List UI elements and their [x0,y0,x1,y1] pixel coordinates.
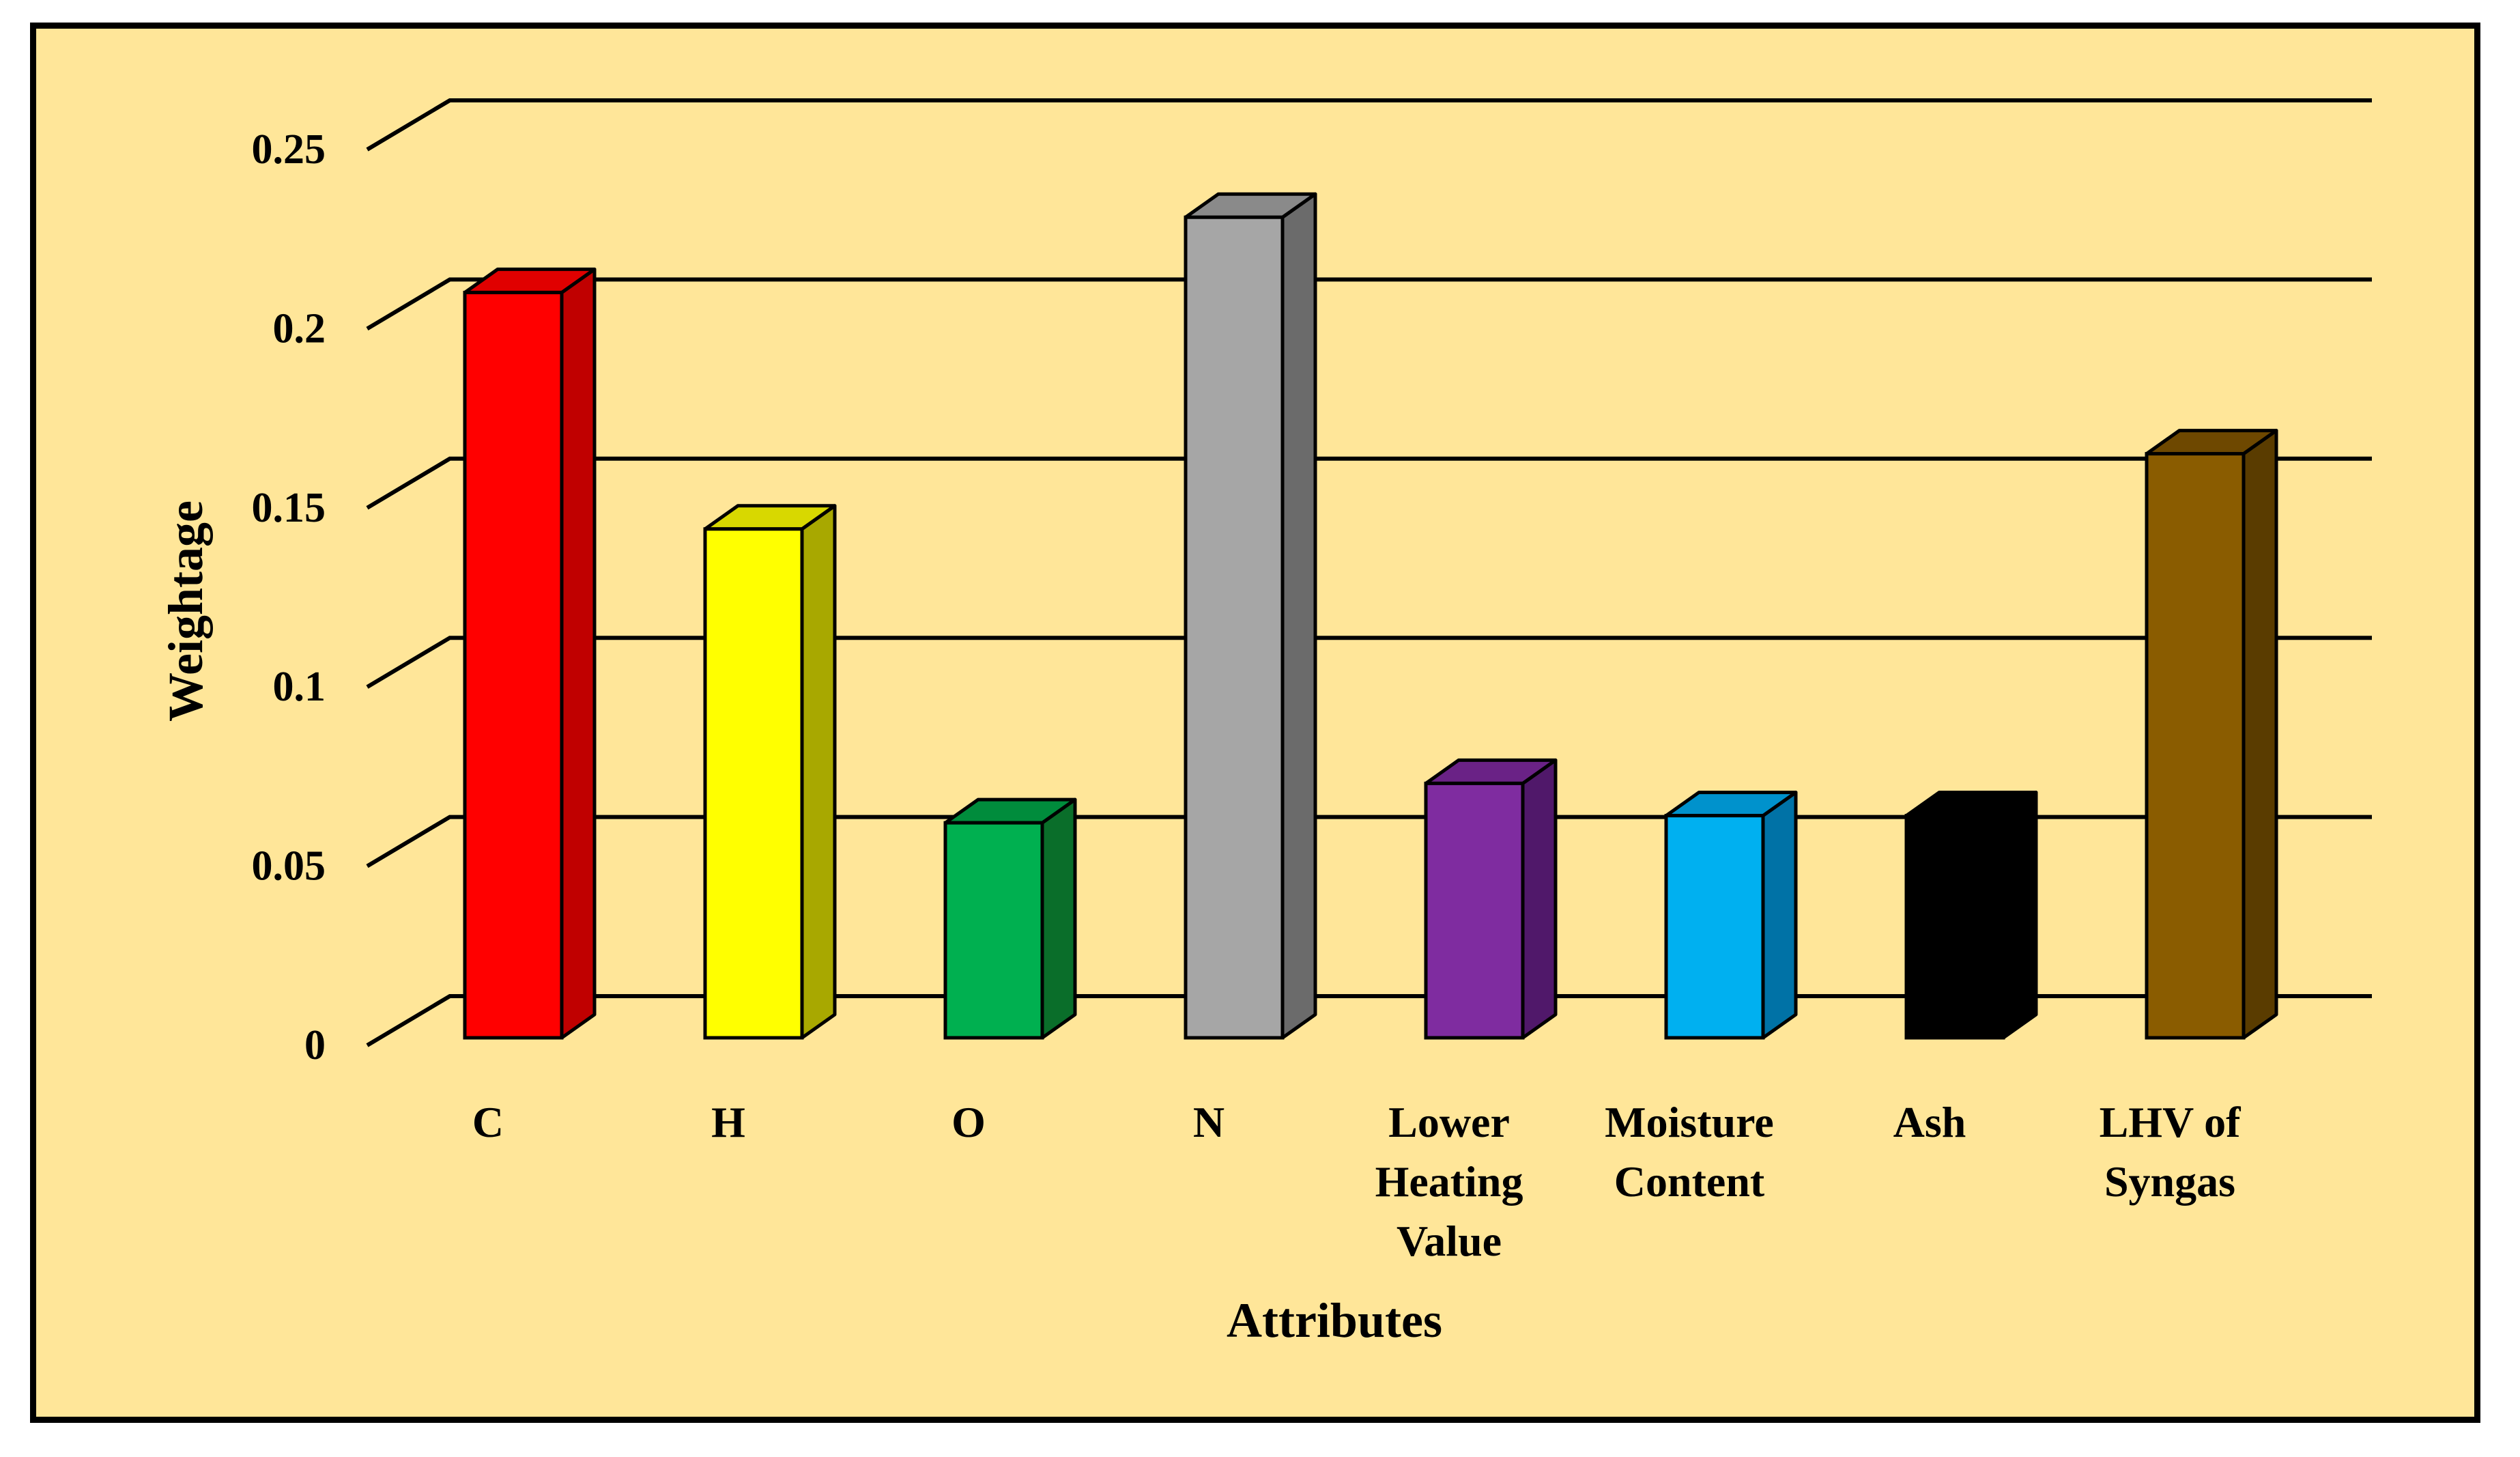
x-category-label: Moisture Content [1605,1098,1774,1206]
bar-front [1184,215,1285,1040]
x-category-label: H [711,1098,745,1146]
bar-side [1521,758,1558,1040]
x-category-label: Lower Heating Value [1375,1098,1523,1265]
x-category-label: C [472,1098,504,1146]
bar-side [2001,791,2038,1040]
bar-side [1761,791,1798,1040]
bar-front [463,290,564,1040]
bar [463,267,597,1040]
bar [943,797,1077,1040]
bar-front [1904,814,2005,1040]
grid-line [366,98,2372,152]
y-tick-label: 0.25 [252,126,326,173]
bar-front [703,527,804,1040]
x-category-label: LHV of Syngas [2100,1098,2242,1206]
bar [2145,429,2278,1040]
bar-side [560,267,597,1040]
bar [703,504,837,1040]
bar-side [2242,429,2278,1040]
y-axis-title: Weightage [158,500,213,722]
grid-line [366,636,2372,689]
x-category-label: O [951,1098,986,1146]
bar-side [1280,192,1317,1040]
bar [1424,758,1558,1040]
bar-front [1664,814,1765,1040]
grid-line [366,456,2372,510]
grid-lines [366,98,2372,1047]
grid-line [366,277,2372,330]
y-tick-label: 0.15 [252,485,326,531]
y-tick-label: 0.2 [273,305,326,352]
y-tick-label: 0 [304,1022,326,1069]
grid-line [366,815,2372,868]
bar-front [943,821,1044,1040]
x-category-label: N [1193,1098,1225,1146]
bar-front [2145,452,2246,1040]
grid-line [366,994,2372,1047]
y-tick-label: 0.1 [273,664,326,710]
x-category-label: Ash [1893,1098,1966,1146]
y-tick-labels: 0 0.05 0.1 0.15 0.2 0.25 [252,126,326,1069]
bar-front [1424,781,1525,1040]
y-tick-label: 0.05 [252,843,326,890]
bars [463,192,2278,1040]
x-axis-title: Attributes [1227,1293,1442,1348]
x-category-labels: C H O N Lower Heating Value Moisture Content Ash L… [472,1098,2241,1265]
bar [1184,192,1317,1040]
bar [1664,791,1798,1040]
bar-side [1040,797,1077,1040]
bar [1904,791,2038,1040]
bar-side [800,504,837,1040]
